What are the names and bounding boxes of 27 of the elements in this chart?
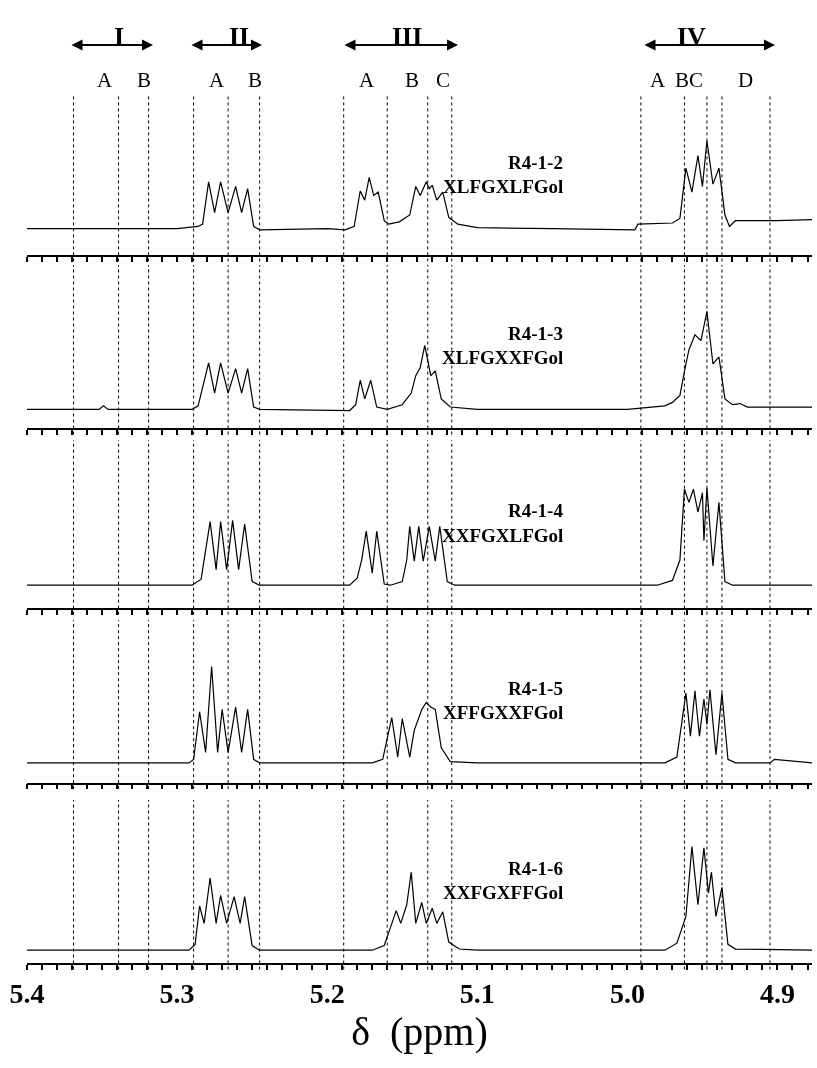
text: B xyxy=(248,68,263,92)
annotation: R4-1-2 xyxy=(508,152,563,173)
x-tick-label: 5.2 xyxy=(309,978,345,1010)
x-tick-label: 4.9 xyxy=(759,978,795,1010)
text: A xyxy=(97,68,113,92)
text: BC xyxy=(675,68,704,92)
text: A xyxy=(650,68,666,92)
x-tick-label: 5.3 xyxy=(159,978,195,1010)
annotation: R4-1-6 xyxy=(508,858,563,879)
x-tick-label: 5.1 xyxy=(459,978,495,1010)
text: A xyxy=(359,68,375,92)
x-axis-title: δ (ppm) xyxy=(351,1009,488,1055)
annotation: XFFGXXFGol xyxy=(443,702,564,723)
annotation: XLFGXXFGol xyxy=(442,347,564,368)
annotation: R4-1-4 xyxy=(508,500,564,521)
annotation: XXFGXFFGol xyxy=(443,882,564,903)
annotation: XLFGXLFGol xyxy=(443,176,564,197)
text: D xyxy=(738,68,754,92)
annotation: R4-1-3 xyxy=(508,323,563,344)
text: B xyxy=(137,68,152,92)
x-tick-label: 5.0 xyxy=(609,978,645,1010)
text: C xyxy=(436,68,451,92)
annotation: XXFGXLFGol xyxy=(442,525,564,546)
annotation: R4-1-5 xyxy=(508,678,563,699)
text: A xyxy=(209,68,225,92)
text: B xyxy=(405,68,420,92)
x-tick-label: 5.4 xyxy=(9,978,45,1010)
